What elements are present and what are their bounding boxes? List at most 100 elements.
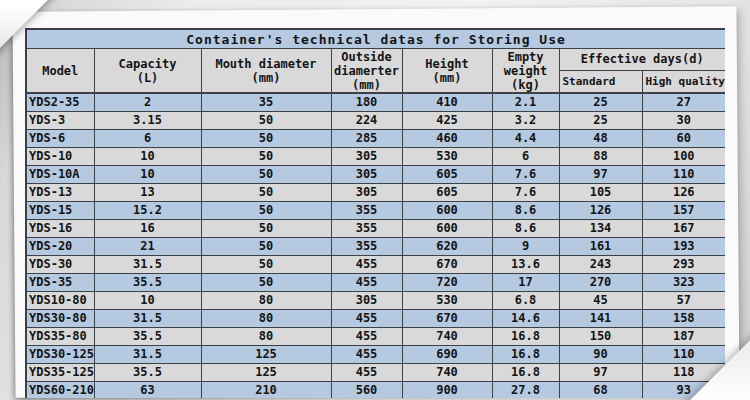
cell-high-quality-days: 293 [642,255,725,273]
cell-mouth-diameter: 50 [201,147,331,165]
table-row: YDS30-80 31.5 80 455 670 14.6 141 158 [26,309,725,327]
col-header-high-quality: High quality [642,70,725,93]
col-header-height: Height (mm) [402,49,492,94]
table-row: YDS-13 13 50 305 605 7.6 105 126 [26,183,725,201]
cell-standard-days: 97 [559,165,642,183]
cell-mouth-diameter: 50 [201,273,331,291]
cell-standard-days: 126 [559,201,642,219]
cell-height: 740 [402,363,492,381]
cell-mouth-diameter: 50 [201,255,331,273]
cell-high-quality-days: 167 [642,219,725,237]
cell-capacity: 10 [94,165,201,183]
cell-height: 690 [402,345,492,363]
cell-standard-days: 97 [559,363,642,381]
col-header-standard: Standard [559,70,642,93]
cell-mouth-diameter: 210 [201,381,331,398]
cell-height: 530 [402,291,492,309]
table-row: YDS-10 10 50 305 530 6 88 100 [26,147,725,165]
cell-height: 900 [402,381,492,398]
cell-empty-weight: 14.6 [492,309,559,327]
cell-capacity: 6 [94,129,201,147]
col-header-empty-line1: Empty [493,50,559,64]
cell-standard-days: 150 [559,327,642,345]
cell-model: YDS-15 [26,201,94,219]
cell-model: YDS-10 [26,147,94,165]
cell-model: YDS-10A [26,165,94,183]
cell-model: YDS-16 [26,219,94,237]
cell-height: 620 [402,237,492,255]
table-row: YDS-6 6 50 285 460 4.4 48 60 [26,129,725,147]
cell-capacity: 31.5 [94,309,201,327]
cell-standard-days: 48 [559,129,642,147]
cell-capacity: 31.5 [94,345,201,363]
cell-standard-days: 68 [559,381,642,398]
cell-capacity: 16 [94,219,201,237]
cell-high-quality-days: 60 [642,129,725,147]
col-header-mouth-line1: Mouth diameter [202,57,331,71]
col-header-empty-line2: weight [493,64,559,78]
cell-height: 670 [402,255,492,273]
cell-outside-diameter: 455 [331,273,402,291]
table-row: YDS-10A 10 50 305 605 7.6 97 110 [26,165,725,183]
cell-standard-days: 141 [559,309,642,327]
cell-capacity: 35.5 [94,273,201,291]
cell-outside-diameter: 305 [331,147,402,165]
cell-empty-weight: 13.6 [492,255,559,273]
cell-model: YDS2-35 [26,93,94,111]
table-row: YDS35-80 35.5 80 455 740 16.8 150 187 [26,327,725,345]
cell-capacity: 35.5 [94,327,201,345]
cell-standard-days: 243 [559,255,642,273]
cell-height: 530 [402,147,492,165]
cell-capacity: 15.2 [94,201,201,219]
cell-standard-days: 88 [559,147,642,165]
cell-high-quality-days: 100 [642,147,725,165]
cell-capacity: 63 [94,381,201,398]
cell-model: YDS35-125 [26,363,94,381]
cell-standard-days: 270 [559,273,642,291]
cell-high-quality-days: 157 [642,201,725,219]
cell-height: 410 [402,93,492,111]
table-row: YDS30-125 31.5 125 455 690 16.8 90 110 [26,345,725,363]
cell-empty-weight: 4.4 [492,129,559,147]
cell-standard-days: 161 [559,237,642,255]
table-body: YDS2-35 2 35 180 410 2.1 25 27 YDS-3 3.1… [26,93,725,398]
cell-outside-diameter: 455 [331,255,402,273]
table-title: Container's technical datas for Storing … [26,29,725,49]
cell-empty-weight: 9 [492,237,559,255]
cell-outside-diameter: 285 [331,129,402,147]
cell-outside-diameter: 455 [331,309,402,327]
cell-high-quality-days: 57 [642,291,725,309]
col-header-height-line2: (mm) [403,71,492,85]
cell-model: YDS60-210 [26,381,94,398]
col-header-mouth-diameter: Mouth diameter (mm) [201,49,331,94]
cell-standard-days: 45 [559,291,642,309]
col-header-height-line1: Height [403,57,492,71]
cell-standard-days: 105 [559,183,642,201]
cell-capacity: 13 [94,183,201,201]
cell-standard-days: 25 [559,111,642,129]
cell-high-quality-days: 323 [642,273,725,291]
cell-high-quality-days: 110 [642,345,725,363]
cell-model: YDS30-125 [26,345,94,363]
cell-empty-weight: 2.1 [492,93,559,111]
cell-mouth-diameter: 80 [201,291,331,309]
cell-mouth-diameter: 125 [201,345,331,363]
cell-high-quality-days: 158 [642,309,725,327]
cell-mouth-diameter: 80 [201,309,331,327]
spec-table-container: Container's technical datas for Storing … [25,28,725,398]
table-row: YDS-30 31.5 50 455 670 13.6 243 293 [26,255,725,273]
cell-height: 425 [402,111,492,129]
cell-capacity: 10 [94,147,201,165]
cell-height: 740 [402,327,492,345]
cell-outside-diameter: 455 [331,327,402,345]
cell-empty-weight: 6.8 [492,291,559,309]
cell-model: YDS10-80 [26,291,94,309]
col-header-outside-line1: Outside [332,50,402,64]
cell-height: 605 [402,165,492,183]
col-header-model: Model [26,49,94,94]
col-header-outside-line2: diamerter [332,64,402,78]
cell-standard-days: 25 [559,93,642,111]
cell-height: 605 [402,183,492,201]
cell-empty-weight: 8.6 [492,219,559,237]
cell-high-quality-days: 110 [642,165,725,183]
